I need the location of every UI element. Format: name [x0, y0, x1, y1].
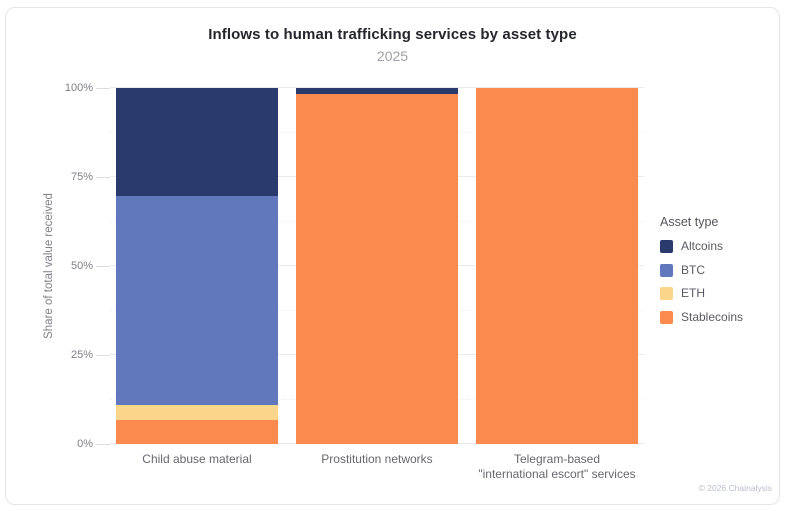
y-tick-mark-25 — [96, 355, 110, 356]
bar-telegram-based[interactable] — [476, 88, 638, 444]
legend-label-altcoins: Altcoins — [681, 239, 724, 253]
legend-label-stablecoins: Stablecoins — [681, 309, 744, 324]
legend-item-eth[interactable]: ETH — [660, 287, 778, 300]
plot-area — [110, 87, 644, 444]
legend-swatch-btc — [660, 263, 673, 277]
bar-segment-stablecoins[interactable] — [476, 88, 638, 444]
y-tick-label-0: 0% — [77, 438, 93, 450]
legend: Asset type Altcoins BTC ETH Stablecoins — [660, 215, 778, 334]
copyright: © 2026 Chainalysis — [698, 483, 772, 493]
bar-segment-stablecoins[interactable] — [116, 419, 278, 444]
x-tick-label-child-abuse-material: Child abuse material — [142, 452, 252, 466]
y-tick-mark-75 — [96, 177, 110, 178]
y-tick-mark-100 — [96, 88, 110, 89]
legend-swatch-altcoins — [660, 240, 673, 253]
x-tick-label-telegram-based: Telegram-based "international escort" se… — [478, 452, 636, 481]
legend-item-stablecoins[interactable]: Stablecoins — [660, 309, 778, 324]
y-tick-label-100: 100% — [64, 82, 93, 94]
chart-subtitle: 2025 — [376, 48, 409, 64]
bar-child-abuse-material[interactable] — [116, 88, 278, 444]
bar-segment-btc[interactable] — [116, 195, 278, 405]
bar-segment-altcoins[interactable] — [296, 88, 458, 95]
legend-swatch-eth — [660, 287, 673, 300]
bar-segment-stablecoins[interactable] — [296, 94, 458, 444]
bar-prostitution-networks[interactable] — [296, 88, 458, 444]
legend-item-altcoins[interactable]: Altcoins — [660, 240, 778, 253]
legend-label-btc: BTC — [681, 262, 705, 277]
legend-swatch-stablecoins — [660, 310, 673, 324]
bar-segment-altcoins[interactable] — [116, 88, 278, 196]
legend-label-eth: ETH — [681, 286, 705, 300]
y-tick-label-50: 50% — [70, 260, 93, 272]
legend-items: Altcoins BTC ETH Stablecoins — [660, 240, 778, 324]
bar-segment-eth[interactable] — [116, 404, 278, 420]
y-tick-label-75: 75% — [70, 171, 93, 183]
legend-title: Asset type — [660, 215, 719, 229]
legend-item-btc[interactable]: BTC — [660, 262, 778, 277]
y-tick-label-25: 25% — [70, 349, 93, 361]
gridline-major-100 — [110, 87, 644, 88]
y-tick-mark-50 — [96, 266, 110, 267]
y-tick-mark-0 — [96, 444, 110, 445]
x-tick-label-prostitution-networks: Prostitution networks — [321, 452, 433, 466]
chart-title: Inflows to human trafficking services by… — [208, 26, 577, 43]
